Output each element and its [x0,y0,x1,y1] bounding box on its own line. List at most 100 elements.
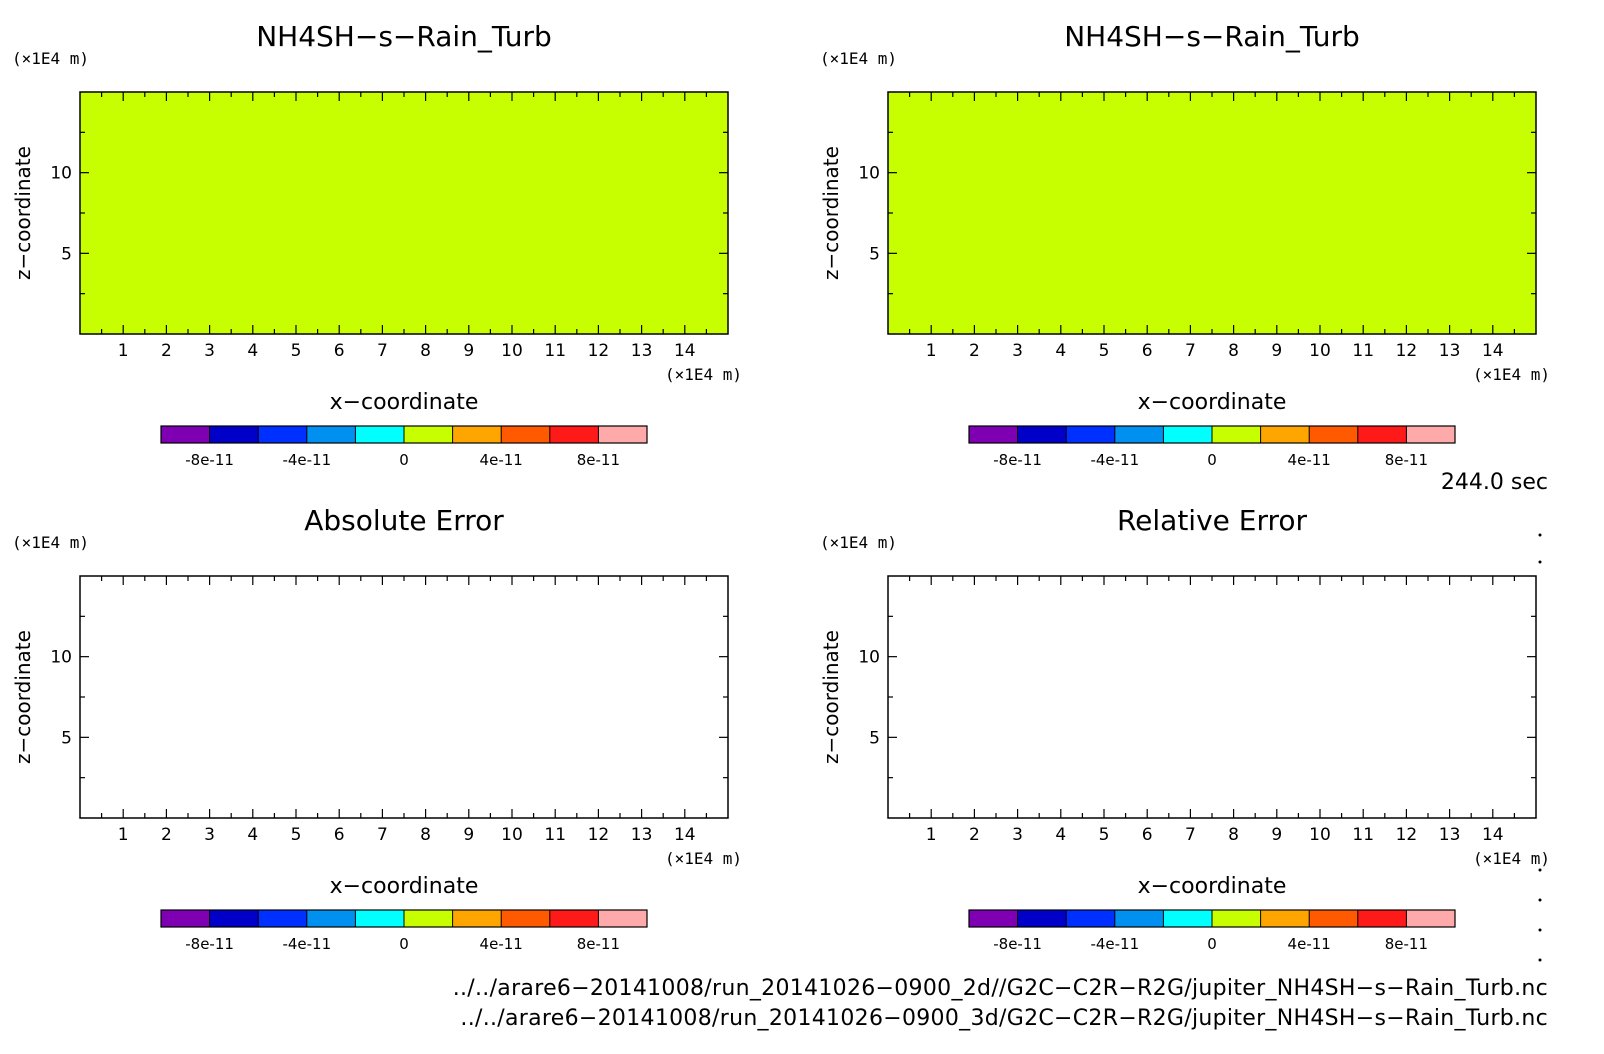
file-path-3d: ../../arare6−20141008/run_20141026−0900_… [460,1006,1548,1031]
x-tick-label: 4 [1055,341,1066,361]
x-tick-label: 12 [588,341,610,361]
plot-area [80,576,728,818]
x-unit-label: (×1E4 m) [665,849,742,868]
colorbar-cell [355,426,404,443]
colorbar-cell [1260,426,1310,443]
colorbar-cell [209,910,259,927]
colorbar-cell [549,426,599,443]
y-axis-label: z−coordinate [11,630,35,764]
x-tick-label: 12 [1396,341,1418,361]
colorbar-cell [598,426,647,443]
x-tick-label: 7 [377,341,388,361]
colorbar-cell [969,426,1018,443]
x-unit-label: (×1E4 m) [665,365,742,384]
colorbar-cell [1309,426,1358,443]
x-tick-label: 7 [377,825,388,845]
x-tick-label: 6 [334,341,345,361]
x-tick-label: 3 [204,341,215,361]
marker-dot [1538,958,1542,962]
x-tick-label: 11 [1352,825,1374,845]
colorbar-cell [1406,910,1455,927]
x-tick-label: 14 [674,825,696,845]
y-tick-label: 10 [858,648,880,668]
y-unit-label: (×1E4 m) [12,533,89,552]
contour-band [996,137,1441,144]
x-tick-label: 5 [291,825,302,845]
y-tick-label: 10 [50,648,72,668]
x-tick-label: 8 [1228,341,1239,361]
x-tick-label: 5 [1099,341,1110,361]
x-tick-label: 2 [969,825,980,845]
contour-band-bump [209,183,599,192]
x-tick-label: 3 [1012,825,1023,845]
colorbar-cell [258,426,307,443]
chart-panel-3: Relative Error(×1E4 m)1 2 3 4 5 6 7 8 9 10 11 12 13 1… [819,504,1550,953]
x-tick-label: 14 [1482,341,1504,361]
colorbar-cell [161,426,210,443]
x-tick-label: 12 [588,825,610,845]
colorbar-label: 8e-11 [1385,935,1428,953]
y-tick-label: 5 [61,728,72,748]
colorbar-cell [1406,426,1455,443]
colorbar-cell [355,910,404,927]
colorbar-label: -8e-11 [185,451,234,469]
colorbar-cell [969,910,1018,927]
contour-band-end [996,137,1006,144]
colorbar-cell [1017,426,1067,443]
x-tick-label: 13 [631,341,653,361]
x-tick-label: 11 [544,825,566,845]
colorbar-cell [452,426,502,443]
colorbar-label: 4e-11 [480,935,523,953]
colorbar-cell [1357,910,1407,927]
colorbar-cell [1114,910,1164,927]
x-tick-label: 11 [544,341,566,361]
x-tick-label: 14 [1482,825,1504,845]
colorbar-cell [209,426,259,443]
colorbar-label: 4e-11 [1288,451,1331,469]
y-tick-label: 5 [61,244,72,264]
x-tick-label: 11 [1352,341,1374,361]
x-axis-label: x−coordinate [330,874,479,899]
colorbar-label: 8e-11 [577,451,620,469]
x-tick-label: 9 [463,825,474,845]
contour-band-end [188,137,198,144]
chart-title-top-right: NH4SH−s−Rain_Turb [1064,20,1360,53]
colorbar-cell [1357,426,1407,443]
chart-panel-0: NH4SH−s−Rain_Turb(×1E4 m)1 2 3 4 5 6 7 8 9 10 11 12… [11,20,742,469]
x-tick-label: 13 [631,825,653,845]
colorbar-cell [404,910,453,927]
x-tick-label: 14 [674,341,696,361]
y-axis-label: z−coordinate [819,146,843,280]
colorbar-label: 8e-11 [577,935,620,953]
colorbar-label: 8e-11 [1385,451,1428,469]
marker-dot [1538,560,1542,564]
colorbar-cell [1309,910,1358,927]
x-tick-label: 5 [1099,825,1110,845]
colorbar-label: -8e-11 [993,451,1042,469]
x-tick-label: 10 [501,825,523,845]
colorbar-cell [549,910,599,927]
x-tick-label: 7 [1185,825,1196,845]
x-tick-label: 1 [926,825,937,845]
x-tick-label: 2 [161,825,172,845]
colorbar-cell [1260,910,1310,927]
x-tick-label: 8 [1228,825,1239,845]
x-axis-label: x−coordinate [330,390,479,415]
colorbar-cell [1066,910,1115,927]
x-unit-label: (×1E4 m) [1473,849,1550,868]
colorbar-label: -4e-11 [1090,935,1139,953]
colorbar-cell [1163,426,1212,443]
colorbar-cell [258,910,307,927]
colorbar-label: -8e-11 [993,935,1042,953]
colorbar-cell [306,426,356,443]
y-unit-label: (×1E4 m) [12,49,89,68]
x-tick-label: 8 [420,341,431,361]
colorbar-label: 0 [1207,935,1217,953]
marker-dot [1538,868,1542,872]
y-axis-label: z−coordinate [819,630,843,764]
plot-area [888,92,1536,334]
x-tick-label: 9 [1271,825,1282,845]
x-tick-label: 2 [161,341,172,361]
chart-title-top-left: NH4SH−s−Rain_Turb [256,20,552,53]
colorbar-cell [1212,910,1261,927]
